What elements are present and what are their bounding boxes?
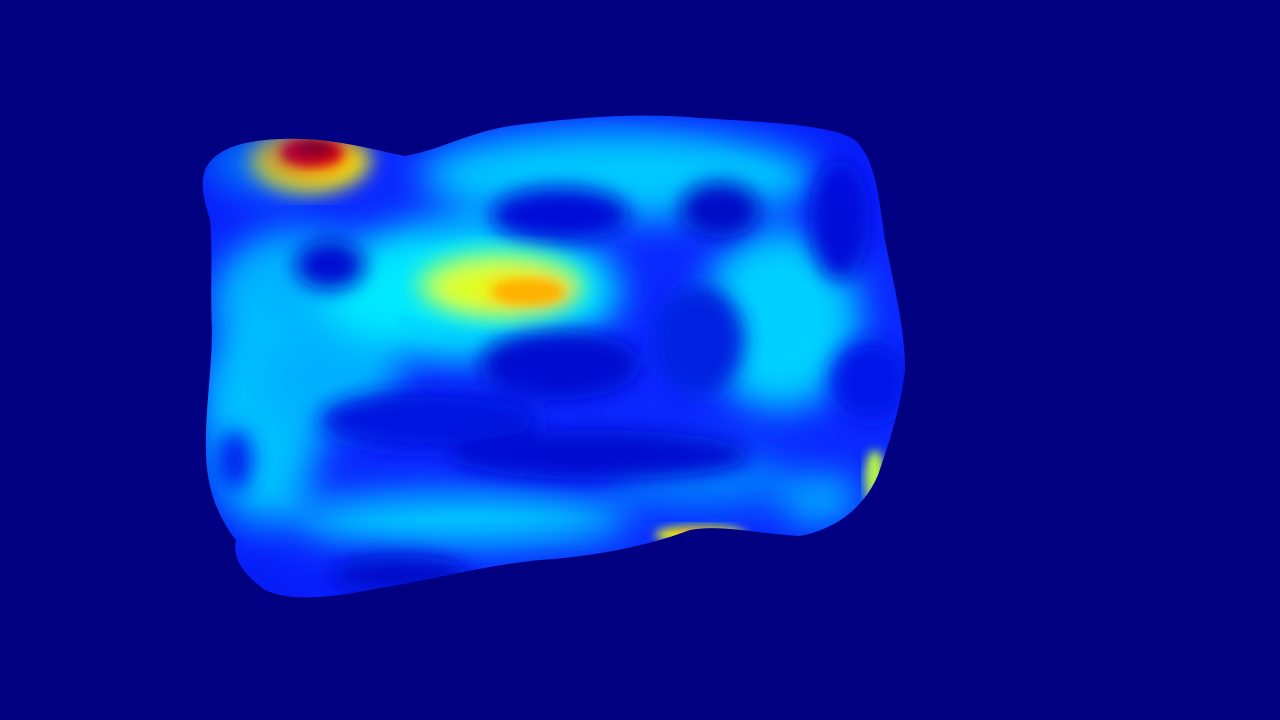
edge-shading <box>202 115 905 598</box>
mesh-surface <box>202 115 905 598</box>
